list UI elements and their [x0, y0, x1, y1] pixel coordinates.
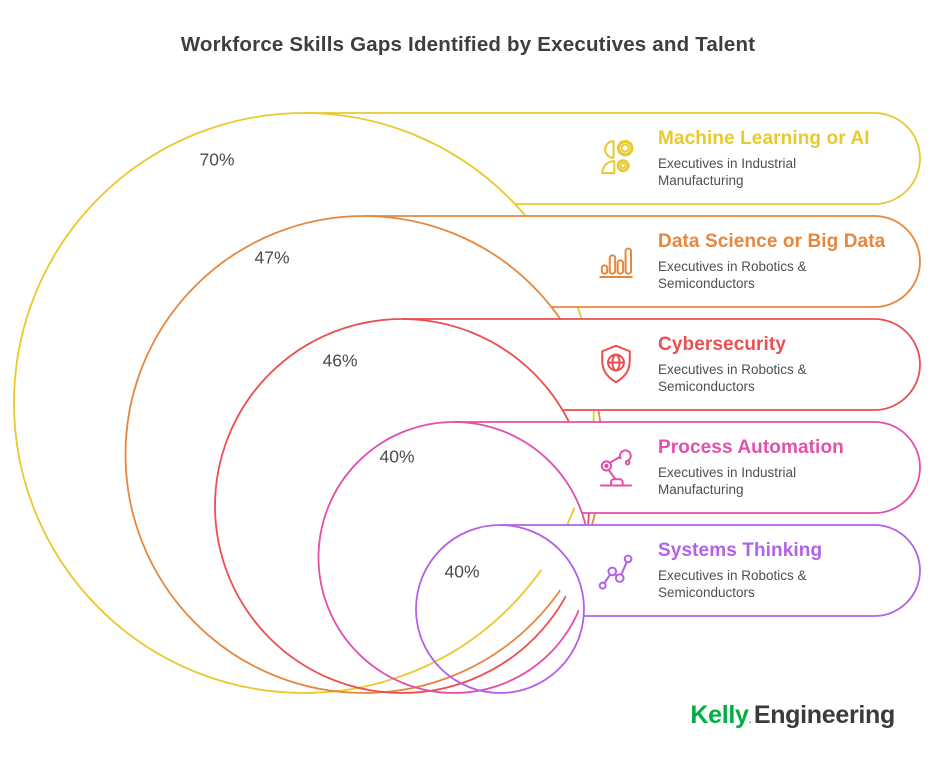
- item-shape-machine-learning: [13, 112, 921, 694]
- robot-arm-icon: [591, 443, 641, 493]
- card-machine-learning: Machine Learning or AI Executives in Ind…: [591, 113, 911, 204]
- skill-title: Cybersecurity: [658, 333, 787, 355]
- card-data-science: Data Science or Big Data Executives in R…: [591, 216, 911, 307]
- page-title: Workforce Skills Gaps Identified by Exec…: [180, 33, 756, 56]
- card-outline-process-automation: [454, 421, 921, 514]
- skill-title: Process Automation: [658, 436, 844, 458]
- shield-globe-icon: [591, 340, 641, 390]
- logo-brand: Kelly: [690, 701, 749, 729]
- kelly-engineering-logo: Kelly. Engineering: [690, 701, 895, 730]
- card-outline-systems-thinking: [500, 524, 921, 617]
- person-gears-icon: [591, 134, 641, 184]
- skill-title: Systems Thinking: [658, 539, 823, 561]
- percentage-label: 70%: [199, 149, 235, 170]
- skill-subtitle: Executives in Industrial Manufacturing: [658, 155, 797, 188]
- bar-chart-icon: [591, 237, 641, 287]
- skill-title: Machine Learning or AI: [658, 127, 870, 149]
- logo-mark: .: [748, 715, 752, 725]
- card-cybersecurity: Cybersecurity Executives in Robotics & S…: [591, 319, 911, 410]
- logo-suffix: Engineering: [753, 701, 895, 729]
- skill-subtitle: Executives in Industrial Manufacturing: [658, 464, 797, 497]
- percentage-label: 40%: [444, 561, 480, 582]
- card-outline-machine-learning: [304, 112, 921, 205]
- card-process-automation: Process Automation Executives in Industr…: [591, 422, 911, 513]
- percentage-label: 46%: [322, 350, 358, 371]
- item-shape-systems-thinking: [415, 524, 921, 694]
- card-systems-thinking: Systems Thinking Executives in Robotics …: [591, 525, 911, 616]
- percentage-label: 40%: [379, 446, 415, 467]
- item-shape-data-science: [124, 215, 921, 694]
- percentage-label: 47%: [254, 247, 290, 268]
- skill-subtitle: Executives in Robotics & Semiconductors: [658, 361, 807, 394]
- card-outline-data-science: [364, 215, 921, 308]
- skill-subtitle: Executives in Robotics & Semiconductors: [658, 258, 807, 291]
- skill-subtitle: Executives in Robotics & Semiconductors: [658, 567, 807, 600]
- network-nodes-icon: [591, 546, 641, 596]
- item-shape-process-automation: [317, 421, 921, 694]
- card-outline-cybersecurity: [402, 318, 921, 411]
- skill-title: Data Science or Big Data: [658, 230, 886, 252]
